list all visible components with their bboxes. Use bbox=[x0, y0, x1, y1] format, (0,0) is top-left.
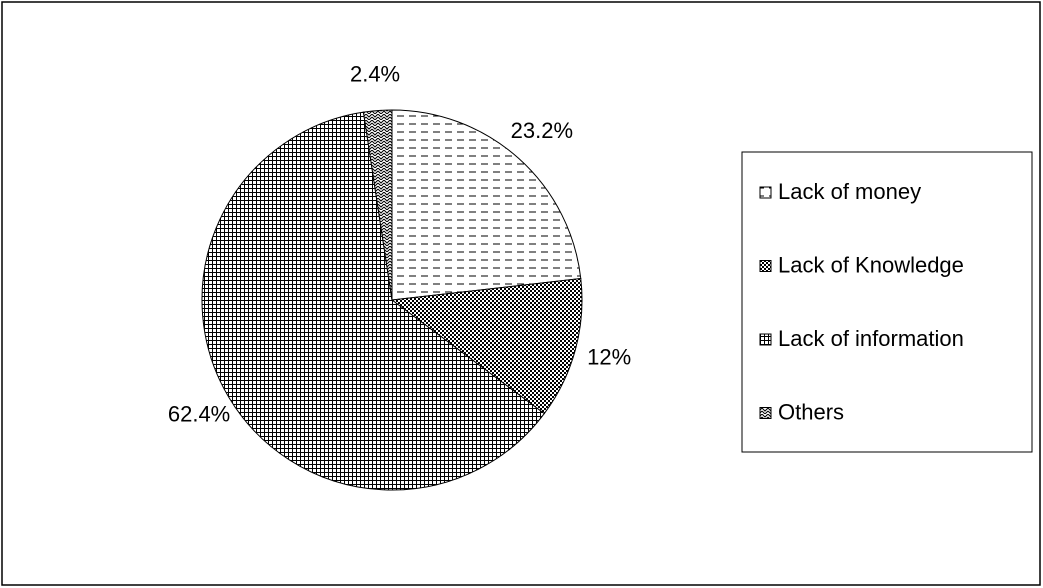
data-label: 12% bbox=[587, 345, 631, 370]
legend-swatch bbox=[759, 260, 772, 272]
legend-label: Lack of money bbox=[778, 179, 921, 204]
legend-swatch bbox=[759, 186, 772, 199]
legend-label: Lack of Knowledge bbox=[778, 252, 964, 277]
labels: 23.2% 12% 62.4% 2.4% bbox=[168, 61, 631, 426]
pie-slice bbox=[390, 278, 583, 415]
pie-slice bbox=[201, 111, 545, 491]
legend-swatch bbox=[759, 407, 772, 419]
legend-box bbox=[741, 151, 1033, 453]
legend: Lack of money Lack of Knowledge Lack of in… bbox=[759, 179, 964, 424]
legend-label: Others bbox=[778, 399, 844, 424]
data-label: 62.4% bbox=[168, 402, 230, 427]
data-label: 2.4% bbox=[350, 61, 400, 86]
legend-swatch bbox=[759, 333, 772, 346]
pie-slice bbox=[391, 109, 582, 301]
pie bbox=[201, 109, 583, 491]
legend-label: Lack of information bbox=[778, 326, 964, 351]
data-label: 23.2% bbox=[511, 118, 573, 143]
pie-slice bbox=[362, 109, 393, 301]
